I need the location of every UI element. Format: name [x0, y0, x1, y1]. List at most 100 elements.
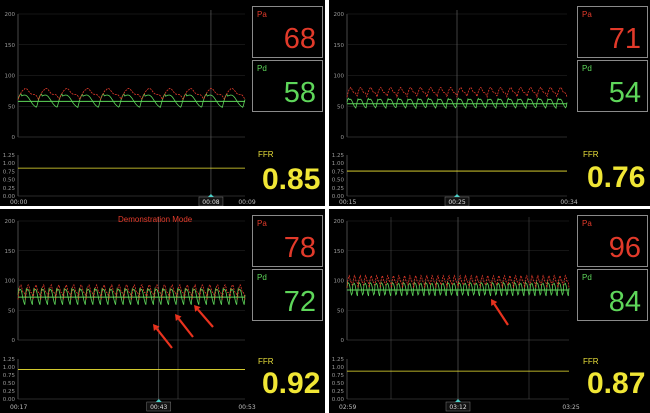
- pressure-tick-label: 150: [5, 43, 16, 49]
- pressure-chart-4: 0 50 100 150 200 0.00 0.25 0.50 0.75 1.00 1.25 02:5…: [332, 217, 580, 412]
- pa-waveform: [17, 87, 246, 101]
- ffr-tick-label: 0.75: [332, 373, 345, 379]
- pa-label: Pa: [257, 219, 267, 228]
- time-end-label: 00:34: [560, 199, 577, 206]
- time-start-label: 02:59: [339, 404, 356, 411]
- ffr-tick-label: 1.00: [332, 365, 345, 371]
- ffr-label: FFR: [258, 357, 274, 366]
- pressure-tick-label: 100: [5, 279, 16, 285]
- pd-label: Pd: [582, 64, 592, 73]
- pressure-tick-label: 200: [5, 219, 16, 225]
- ffr-tick-label: 0.00: [3, 397, 16, 403]
- ffr-tick-label: 0.25: [332, 186, 345, 192]
- pd-waveform: [17, 93, 246, 109]
- monitor-panel-2: 0 50 100 150 200 0.00 0.25 0.50 0.75 1.00 1.25 00:1…: [329, 0, 650, 206]
- ffr-value: 0.85: [262, 163, 321, 196]
- pressure-tick-label: 0: [341, 135, 345, 141]
- pressure-tick-label: 100: [334, 74, 345, 80]
- ffr-label: FFR: [583, 150, 599, 159]
- ffr-tick-label: 1.00: [332, 161, 345, 167]
- monitor-panel-4: 0 50 100 150 200 0.00 0.25 0.50 0.75 1.00 1.25 02:5…: [329, 209, 650, 413]
- pressure-tick-label: 50: [337, 104, 344, 110]
- ffr-label: FFR: [583, 357, 599, 366]
- pressure-tick-label: 0: [12, 338, 16, 344]
- pressure-tick-label: 200: [334, 12, 345, 18]
- time-end-label: 00:09: [238, 199, 255, 206]
- ffr-tick-label: 0.75: [332, 169, 345, 175]
- pd-box: Pd 72: [252, 269, 323, 321]
- time-cursor-label: 03:12: [449, 404, 466, 411]
- demonstration-mode-label: Demonstration Mode: [118, 215, 193, 224]
- pd-label: Pd: [582, 273, 592, 282]
- pressure-tick-label: 0: [341, 338, 345, 344]
- time-cursor-label: 00:08: [202, 199, 219, 206]
- pressure-tick-label: 200: [334, 219, 345, 225]
- pressure-tick-label: 100: [334, 279, 345, 285]
- pressure-tick-label: 0: [12, 135, 16, 141]
- ffr-tick-label: 1.25: [332, 153, 345, 159]
- pd-label: Pd: [257, 273, 267, 282]
- pa-box: Pa 78: [252, 215, 323, 267]
- time-cursor-label: 00:43: [150, 404, 167, 411]
- pressure-tick-label: 150: [334, 249, 345, 255]
- pa-waveform: [17, 283, 246, 300]
- ffr-tick-label: 0.25: [3, 389, 16, 395]
- annotation-arrow: [177, 318, 194, 338]
- monitor-panel-3: 0 50 100 150 200 0.00 0.25 0.50 0.75 1.00 1.25 00:1…: [0, 209, 325, 413]
- ffr-tick-label: 0.50: [332, 178, 345, 184]
- ffr-tick-label: 0.25: [3, 186, 16, 192]
- cursor-marker-icon: [455, 399, 461, 402]
- ffr-tick-label: 0.00: [332, 194, 345, 200]
- pressure-tick-label: 150: [5, 249, 16, 255]
- pd-box: Pd 58: [252, 60, 323, 112]
- arrow-head-icon: [153, 324, 160, 331]
- annotation-arrow: [197, 308, 214, 328]
- pa-waveform: [346, 86, 568, 99]
- ffr-value: 0.87: [587, 367, 646, 400]
- pressure-tick-label: 50: [8, 104, 15, 110]
- ffr-tick-label: 0.00: [3, 194, 16, 200]
- ffr-value: 0.76: [587, 161, 646, 194]
- pa-waveform: [346, 274, 570, 288]
- pressure-chart-2: 0 50 100 150 200 0.00 0.25 0.50 0.75 1.00 1.25 00:1…: [332, 10, 578, 206]
- pa-value: 71: [608, 23, 641, 55]
- pa-label: Pa: [582, 10, 592, 19]
- pd-waveform: [346, 281, 570, 297]
- ffr-tick-label: 0.25: [332, 389, 345, 395]
- ffr-tick-label: 0.75: [3, 373, 16, 379]
- pd-label: Pd: [257, 64, 267, 73]
- ffr-tick-label: 0.50: [332, 381, 345, 387]
- ffr-value: 0.92: [262, 367, 321, 400]
- ffr-tick-label: 0.00: [332, 397, 345, 403]
- time-cursor-label: 00:25: [448, 199, 465, 206]
- pd-value: 72: [283, 286, 316, 318]
- pd-box: Pd 84: [577, 269, 648, 321]
- time-start-label: 00:00: [10, 199, 27, 206]
- ffr-tick-label: 0.50: [3, 178, 16, 184]
- pa-box: Pa 71: [577, 6, 648, 58]
- cursor-marker-icon: [454, 194, 460, 197]
- pa-box: Pa 96: [577, 215, 648, 267]
- pressure-chart-3: 0 50 100 150 200 0.00 0.25 0.50 0.75 1.00 1.25 00:1…: [3, 217, 256, 412]
- pressure-tick-label: 50: [337, 308, 344, 314]
- monitor-panel-1: 0 50 100 150 200 0.00 0.25 0.50 0.75 1.00 1.25 00:0…: [0, 0, 325, 206]
- pressure-tick-label: 50: [8, 308, 15, 314]
- ffr-tick-label: 1.00: [3, 161, 16, 167]
- arrow-head-icon: [491, 299, 498, 306]
- ffr-tick-label: 1.25: [3, 357, 16, 363]
- cursor-marker-icon: [207, 194, 214, 197]
- arrow-head-icon: [175, 314, 182, 321]
- arrow-head-icon: [194, 305, 201, 312]
- pa-box: Pa 68: [252, 6, 323, 58]
- ffr-tick-label: 0.75: [3, 169, 16, 175]
- annotation-arrow: [493, 303, 509, 326]
- time-start-label: 00:17: [10, 404, 27, 411]
- pd-waveform: [17, 287, 246, 305]
- pressure-tick-label: 200: [5, 12, 16, 18]
- time-start-label: 00:15: [339, 199, 356, 206]
- pa-value: 68: [283, 23, 316, 55]
- cursor-marker-icon: [155, 399, 162, 402]
- pressure-tick-label: 150: [334, 43, 345, 49]
- ffr-tick-label: 1.00: [3, 365, 16, 371]
- pd-value: 84: [608, 286, 641, 318]
